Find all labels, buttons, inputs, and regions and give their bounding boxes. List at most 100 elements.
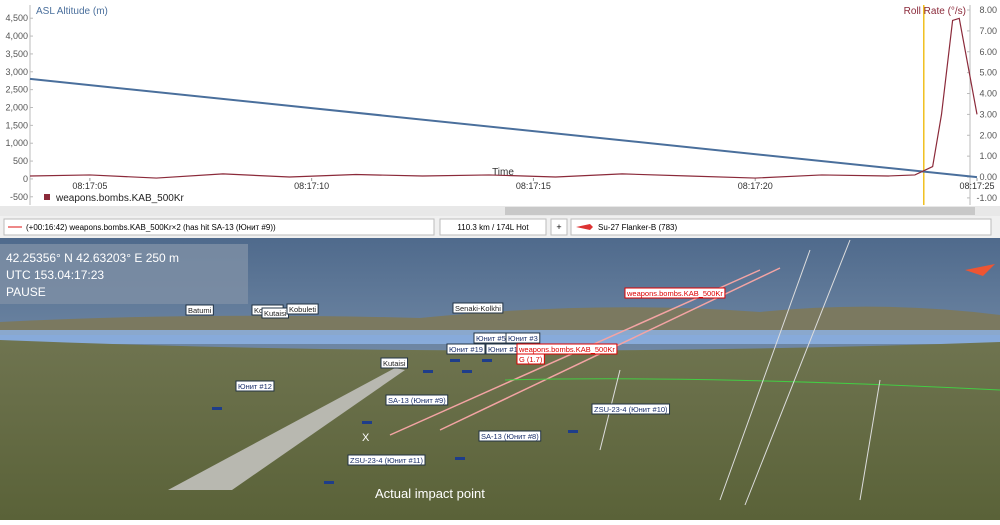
event-text: (+00:16:42) weapons.bombs.KAB_500Kr×2 (h… (26, 223, 276, 232)
y-tick-label: 4,500 (5, 13, 28, 23)
legend-swatch (44, 194, 50, 200)
utc: UTC 153.04:17:23 (6, 268, 104, 282)
y2-tick-label: 6.00 (979, 47, 997, 57)
scene-label: G (1.7) (519, 355, 543, 364)
scene-label: Kutaisi (264, 309, 287, 318)
label-box (385, 394, 449, 406)
state: PAUSE (6, 285, 46, 299)
unit-icon (423, 370, 433, 373)
scene-label: ZSU-23-4 (Юнит #10) (594, 405, 668, 414)
y-tick-label: 3,000 (5, 67, 28, 77)
scene-label: Юнит #3 (508, 334, 538, 343)
y-tick-label: 2,000 (5, 103, 28, 113)
aircraft-icon (576, 224, 593, 230)
unit-icon (324, 481, 334, 484)
plus-button[interactable] (550, 218, 568, 236)
aircraft-box[interactable] (570, 218, 992, 236)
label-box (505, 332, 541, 344)
label-box (591, 403, 671, 415)
unit-icon (568, 430, 578, 433)
x-tick-label: 08:17:10 (294, 181, 329, 191)
y2-tick-label: -1.00 (976, 193, 997, 203)
label-box (347, 454, 426, 466)
y-tick-label: 4,000 (5, 31, 28, 41)
series-line (29, 17, 978, 179)
event-box[interactable] (3, 218, 435, 236)
unit-icon (455, 457, 465, 460)
label-box (286, 303, 319, 315)
info-box (0, 244, 248, 304)
label-box (446, 343, 486, 355)
mountains (0, 306, 1000, 335)
coords: 42.25356° N 42.63203° E 250 m (6, 251, 179, 265)
label-box (185, 304, 214, 316)
scroll-thumb[interactable] (505, 207, 975, 215)
unit-icon (212, 407, 222, 410)
distance-text: 110.3 km / 174L Hot (457, 223, 529, 232)
aircraft-text: Su-27 Flanker-B (783) (598, 223, 677, 232)
heading-arrow (965, 264, 995, 276)
x-axis-label: Time (492, 167, 514, 178)
scene-label: Batumi (188, 306, 212, 315)
scene-label: Юнит #5 (476, 334, 506, 343)
x-tick-label: 08:17:15 (516, 181, 551, 191)
chart-panel (0, 0, 1000, 206)
y-tick-label: -500 (10, 192, 28, 202)
x-tick-label: 08:17:25 (959, 181, 994, 191)
scene-label: weapons.bombs.KAB_500Kr (626, 289, 723, 298)
unit-icon (462, 370, 472, 373)
y2-axis-title: Roll Rate (°/s) (904, 6, 966, 17)
unit-icon (362, 421, 372, 424)
y-tick-label: 500 (13, 156, 28, 166)
ground (0, 340, 1000, 520)
impact-marker: X (362, 432, 370, 444)
distance-box (439, 218, 547, 236)
x-tick-label: 08:17:05 (72, 181, 107, 191)
legend-label: weapons.bombs.KAB_500Kr (55, 193, 185, 204)
flight-path (504, 378, 1000, 391)
y2-tick-label: 0.00 (979, 172, 997, 182)
x-tick-label: 08:17:20 (738, 181, 773, 191)
scene-label: SA-13 (Юнит #8) (481, 432, 539, 441)
scene-label: Kutaisi (383, 359, 406, 368)
y2-tick-label: 3.00 (979, 109, 997, 119)
y2-tick-label: 4.00 (979, 89, 997, 99)
y2-tick-label: 8.00 (979, 5, 997, 15)
y2-tick-label: 1.00 (979, 151, 997, 161)
scene-label: SA-13 (Юнит #9) (388, 396, 446, 405)
unit-icon (450, 359, 460, 362)
scene-label: Kobuleti (289, 305, 316, 314)
label-box (516, 343, 618, 355)
scene-label: weapons.bombs.KAB_500Kr (518, 345, 615, 354)
label-box (624, 287, 726, 299)
label-box (235, 380, 275, 392)
y2-tick-label: 7.00 (979, 26, 997, 36)
y-tick-label: 2,500 (5, 85, 28, 95)
runway (168, 368, 405, 490)
scene-label: Юнит #19 (449, 345, 483, 354)
scene-label: Юнит #18 (488, 345, 522, 354)
scrollbar[interactable] (0, 206, 1000, 216)
label-box (516, 353, 545, 365)
y-tick-label: 1,000 (5, 138, 28, 148)
scene-label: ZSU-23-4 (Юнит #11) (350, 456, 423, 465)
y-tick-label: 0 (23, 174, 28, 184)
plus-text: + (556, 222, 561, 232)
unit-icon (482, 359, 492, 362)
y2-tick-label: 2.00 (979, 130, 997, 140)
y-tick-label: 1,500 (5, 120, 28, 130)
series-line (29, 77, 978, 179)
scene: 42.25356° N 42.63203° E 250 m UTC 153.04… (0, 238, 1000, 520)
y2-tick-label: 5.00 (979, 68, 997, 78)
y-tick-label: 3,500 (5, 49, 28, 59)
scene-label: Юнит #12 (238, 382, 272, 391)
label-box (380, 357, 409, 369)
label-box (452, 302, 504, 314)
ref-lines (599, 239, 881, 506)
impact-annotation: Actual impact point (375, 486, 485, 501)
y-axis-title: ASL Altitude (m) (36, 6, 108, 17)
label-box (478, 430, 542, 442)
scene-label: Senaki-Kolkhi (455, 304, 501, 313)
